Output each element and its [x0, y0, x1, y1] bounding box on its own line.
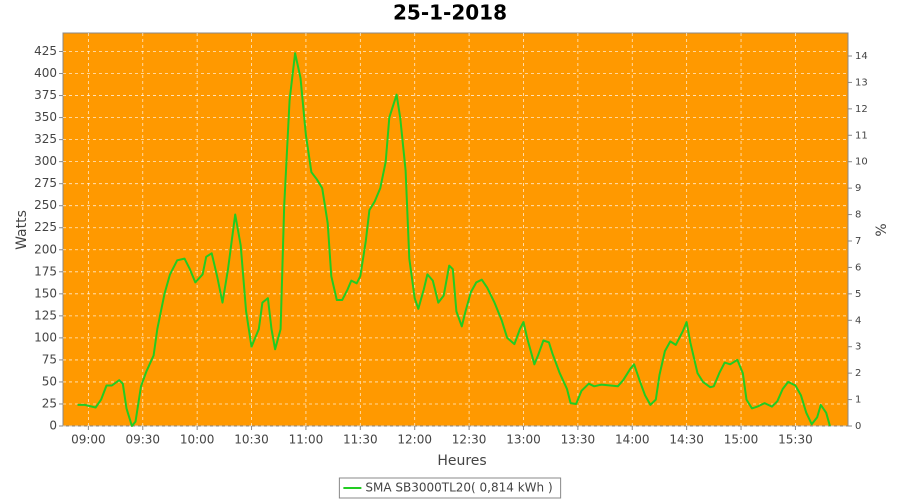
x-tick-label: 09:00 [71, 433, 106, 447]
y-tick-label: 200 [34, 242, 57, 256]
y-tick-label: 0 [49, 419, 57, 433]
y-tick-label: 75 [42, 352, 57, 366]
y2-tick-label: 4 [855, 315, 861, 326]
y2-tick-label: 0 [855, 421, 861, 432]
y2-tick-label: 13 [855, 77, 868, 88]
x-tick-label: 15:00 [724, 433, 759, 447]
y2-tick-label: 1 [855, 395, 861, 406]
x-tick-label: 12:00 [397, 433, 432, 447]
y2-tick-label: 10 [855, 157, 868, 168]
x-tick-label: 13:30 [561, 433, 596, 447]
y-tick-label: 300 [34, 154, 57, 168]
y-tick-label: 425 [34, 44, 57, 58]
y2-tick-label: 8 [855, 210, 861, 221]
x-axis-label: Heures [437, 453, 486, 469]
y2-tick-label: 2 [855, 368, 861, 379]
y-tick-label: 50 [42, 374, 57, 388]
x-tick-label: 10:00 [180, 433, 215, 447]
x-tick-label: 14:00 [615, 433, 650, 447]
x-tick-label: 09:30 [125, 433, 160, 447]
plot-background [62, 32, 849, 427]
x-tick-label: 15:30 [778, 433, 813, 447]
y2-tick-label: 6 [855, 262, 861, 273]
y-tick-label: 125 [34, 308, 57, 322]
x-tick-label: 14:30 [669, 433, 704, 447]
y-tick-label: 150 [34, 286, 57, 300]
legend-box [338, 477, 562, 499]
y2-tick-label: 3 [855, 342, 861, 353]
y2-tick-label: 14 [855, 51, 868, 62]
legend: SMA SB3000TL20( 0,814 kWh ) [338, 477, 562, 499]
y-tick-label: 225 [34, 220, 57, 234]
y-axis-label: Watts [14, 210, 30, 250]
y-tick-label: 250 [34, 198, 57, 212]
x-tick-label: 11:00 [289, 433, 324, 447]
y2-axis-label: % [874, 223, 890, 236]
y2-tick-label: 7 [855, 236, 861, 247]
x-tick-label: 13:00 [506, 433, 541, 447]
y-tick-label: 375 [34, 88, 57, 102]
x-tick-label: 10:30 [234, 433, 269, 447]
y-tick-label: 350 [34, 110, 57, 124]
y2-tick-label: 5 [855, 289, 861, 300]
y-tick-label: 100 [34, 330, 57, 344]
y-tick-label: 25 [42, 396, 57, 410]
chart-title: 25-1-2018 [393, 1, 507, 25]
y-tick-label: 175 [34, 264, 57, 278]
y-tick-label: 400 [34, 66, 57, 80]
y2-tick-label: 12 [855, 104, 868, 115]
y-tick-label: 325 [34, 132, 57, 146]
y2-tick-label: 11 [855, 130, 868, 141]
y-tick-label: 275 [34, 176, 57, 190]
line-series [77, 52, 831, 427]
legend-label: SMA SB3000TL20( 0,814 kWh ) [365, 481, 552, 495]
y2-tick-label: 9 [855, 183, 861, 194]
x-tick-label: 12:30 [452, 433, 487, 447]
x-tick-label: 11:30 [343, 433, 378, 447]
